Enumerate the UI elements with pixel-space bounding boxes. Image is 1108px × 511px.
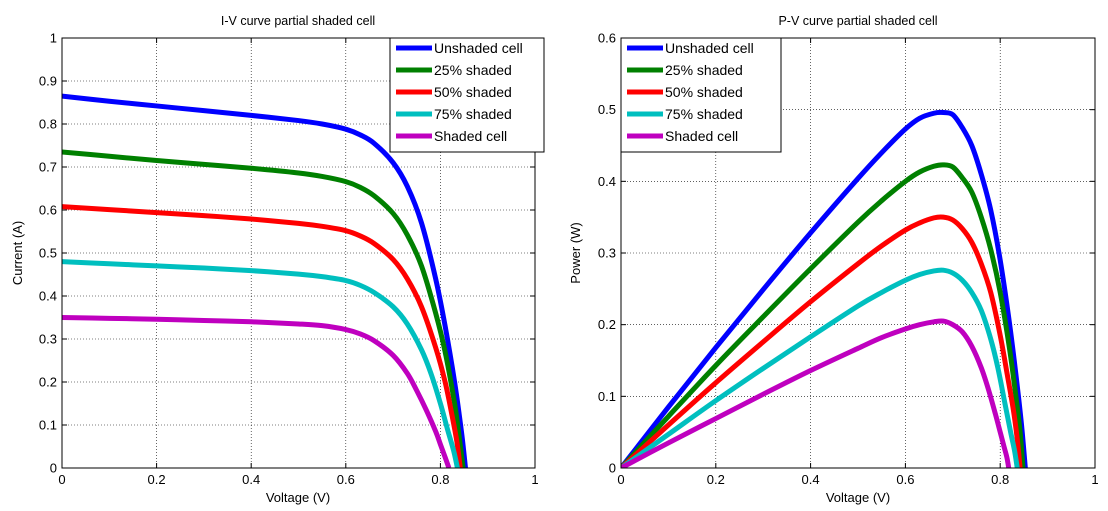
iv-y-tick-label: 0.3 xyxy=(39,332,57,347)
pv-x-tick-label: 0.4 xyxy=(802,472,820,487)
pv-legend-label-3: 75% shaded xyxy=(665,106,743,122)
iv-chart: 0 0.2 0.4 0.6 0.8 1 0 0.1 0.2 0.3 0.4 0.5 0.6 0.7 0.8 0… xyxy=(10,14,545,505)
iv-x-tick-label: 0 xyxy=(58,472,65,487)
iv-chart-title: I-V curve partial shaded cell xyxy=(221,14,375,28)
iv-x-tick-label: 0.6 xyxy=(337,472,355,487)
iv-y-tick-label: 0 xyxy=(50,461,57,476)
iv-y-tick-label: 0.1 xyxy=(39,418,57,433)
pv-chart-title: P-V curve partial shaded cell xyxy=(778,14,937,28)
iv-y-tick-label: 0.8 xyxy=(39,117,57,132)
pv-legend-box xyxy=(620,37,782,153)
iv-legend-label-1: 25% shaded xyxy=(434,62,512,78)
iv-series-line-4 xyxy=(62,315,452,468)
iv-y-tick-label: 0.7 xyxy=(39,160,57,175)
pv-legend-label-1: 25% shaded xyxy=(665,62,743,78)
pv-legend-label-0: Unshaded cell xyxy=(665,40,754,56)
iv-y-tick-label: 0.9 xyxy=(39,74,57,89)
pv-y-axis-label: Power (W) xyxy=(568,222,583,283)
iv-x-tick-label: 0.2 xyxy=(148,472,166,487)
iv-legend: Unshaded cell 25% shaded 50% shaded 75% sha… xyxy=(389,37,545,153)
iv-y-tick-label: 0.5 xyxy=(39,246,57,261)
iv-legend-label-0: Unshaded cell xyxy=(434,40,523,56)
iv-series-layer xyxy=(62,93,468,468)
pv-x-tick-label: 1 xyxy=(1091,472,1098,487)
pv-x-axis-label: Voltage (V) xyxy=(826,490,890,505)
pv-x-tick-label: 0.6 xyxy=(896,472,914,487)
iv-series-line-0 xyxy=(62,93,468,468)
pv-y-tick-label: 0.6 xyxy=(598,31,616,46)
pv-chart: 0 0.2 0.4 0.6 0.8 1 0 0.1 0.2 0.3 0.4 0.5 0.6 P-V cu… xyxy=(568,14,1099,505)
iv-series-line-3 xyxy=(62,259,460,468)
pv-y-tick-label: 0.1 xyxy=(598,389,616,404)
iv-ticks: 0 0.2 0.4 0.6 0.8 1 0 0.1 0.2 0.3 0.4 0.5 0.6 0.7 0.8 0… xyxy=(39,31,539,488)
pv-y-tick-label: 0 xyxy=(609,461,616,476)
iv-series-line-1 xyxy=(62,149,466,468)
iv-series-line-2 xyxy=(62,204,463,468)
pv-x-tick-label: 0.8 xyxy=(991,472,1009,487)
pv-legend-label-2: 50% shaded xyxy=(665,84,743,100)
iv-y-tick-label: 0.4 xyxy=(39,289,57,304)
pv-series-line-4 xyxy=(621,318,1012,468)
iv-legend-label-4: Shaded cell xyxy=(434,128,507,144)
pv-legend: Unshaded cell 25% shaded 50% shaded 75% sha… xyxy=(620,37,782,153)
pv-legend-label-4: Shaded cell xyxy=(665,128,738,144)
iv-legend-box xyxy=(389,37,545,153)
pv-x-tick-label: 0.2 xyxy=(707,472,725,487)
iv-x-tick-label: 0.4 xyxy=(242,472,260,487)
pv-x-tick-label: 0 xyxy=(617,472,624,487)
iv-x-axis-label: Voltage (V) xyxy=(266,490,330,505)
pv-series-line-2 xyxy=(621,214,1023,468)
pv-series-line-0 xyxy=(621,109,1028,468)
iv-legend-label-3: 75% shaded xyxy=(434,106,512,122)
pv-ticks: 0 0.2 0.4 0.6 0.8 1 0 0.1 0.2 0.3 0.4 0.5 0.6 xyxy=(598,31,1099,488)
pv-series-line-1 xyxy=(621,162,1026,468)
iv-y-tick-label: 1 xyxy=(50,31,57,46)
iv-legend-label-2: 50% shaded xyxy=(434,84,512,100)
pv-series-line-3 xyxy=(621,267,1020,468)
iv-y-tick-label: 0.6 xyxy=(39,203,57,218)
pv-y-tick-label: 0.5 xyxy=(598,102,616,117)
pv-series-layer xyxy=(621,109,1028,468)
pv-y-tick-label: 0.3 xyxy=(598,246,616,261)
iv-x-tick-label: 0.8 xyxy=(431,472,449,487)
pv-y-tick-label: 0.4 xyxy=(598,174,616,189)
iv-x-tick-label: 1 xyxy=(531,472,538,487)
pv-y-tick-label: 0.2 xyxy=(598,317,616,332)
iv-y-tick-label: 0.2 xyxy=(39,375,57,390)
iv-y-axis-label: Current (A) xyxy=(10,221,25,285)
